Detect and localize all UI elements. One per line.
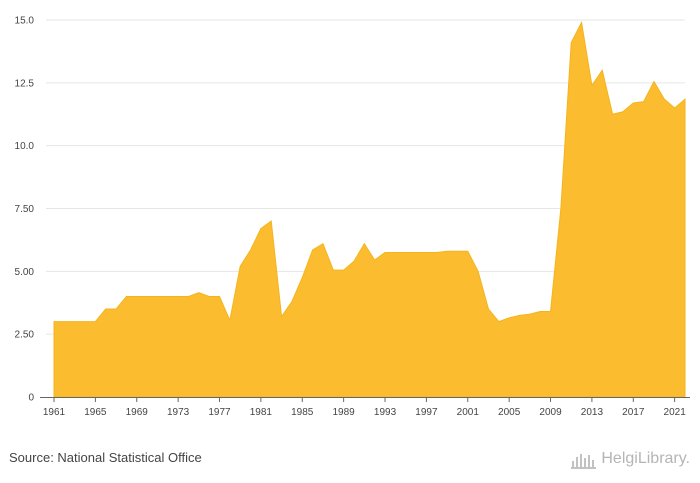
x-tick-label: 2009	[539, 407, 562, 418]
x-tick-label: 1993	[374, 407, 397, 418]
x-tick-label: 1973	[167, 407, 190, 418]
y-axis-labels: 0 2.50 5.00 7.50 10.0 12.5 15.0	[15, 16, 35, 404]
x-tick-label: 1985	[291, 407, 314, 418]
x-tick-label: 1965	[84, 407, 107, 418]
y-tick-label: 0	[28, 393, 34, 404]
area-series	[53, 20, 686, 398]
brand-name: HelgiLibrary.	[601, 450, 690, 467]
y-tick-label: 15.0	[15, 16, 35, 27]
x-tick-label: 2001	[457, 407, 480, 418]
x-tick-label: 1981	[250, 407, 273, 418]
library-icon	[571, 454, 597, 469]
x-tick-label: 2017	[622, 407, 645, 418]
x-tick-label: 1961	[43, 407, 66, 418]
source-note: Source: National Statistical Office	[9, 450, 202, 465]
area-fill	[53, 20, 686, 398]
y-tick-label: 12.5	[15, 78, 35, 89]
x-tick-label: 1989	[333, 407, 356, 418]
brand-logo[interactable]: HelgiLibrary.	[571, 447, 690, 471]
x-tick-label: 1997	[415, 407, 438, 418]
y-tick-label: 7.50	[15, 204, 35, 215]
y-tick-label: 2.50	[15, 330, 35, 341]
x-tick-label: 2021	[664, 407, 687, 418]
x-axis	[40, 397, 690, 402]
x-tick-label: 2005	[498, 407, 521, 418]
y-tick-label: 5.00	[15, 267, 35, 278]
x-tick-label: 1977	[208, 407, 231, 418]
x-tick-label: 2013	[581, 407, 604, 418]
y-tick-label: 10.0	[15, 141, 35, 152]
x-axis-labels: 1961 1965 1969 1973 1977 1981 1985 1989 1993 1997…	[43, 407, 686, 418]
x-tick-label: 1969	[126, 407, 149, 418]
